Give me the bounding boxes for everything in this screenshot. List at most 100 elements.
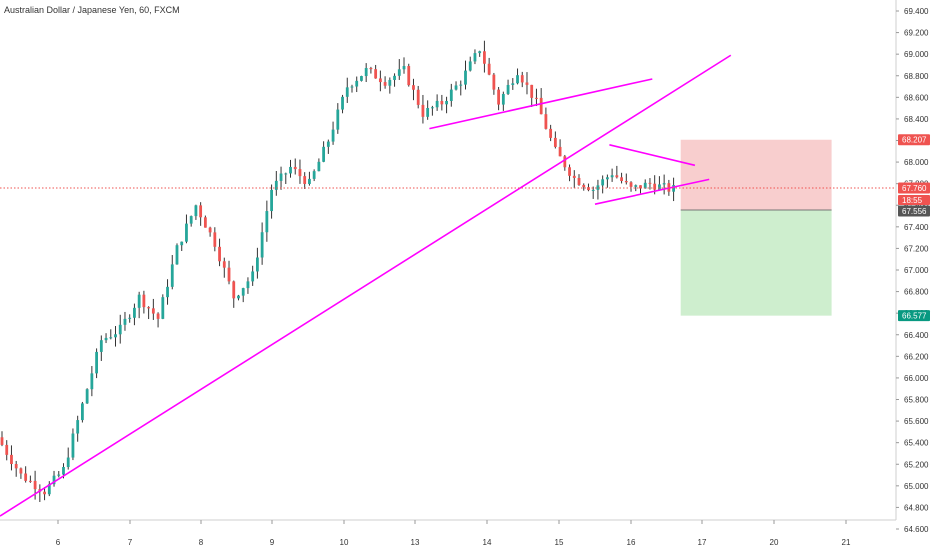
candle-body-47 <box>222 261 226 268</box>
candle-body-118 <box>558 146 562 157</box>
candle-111 <box>525 72 529 95</box>
y-tick-label-20: 68.600 <box>904 93 929 102</box>
candle-body-135 <box>639 185 642 189</box>
time-axis[interactable]: 6 7 8 9 10 13 14 15 16 17 20 21 <box>56 520 851 547</box>
candle-body-93 <box>440 100 444 105</box>
candle-10 <box>47 481 51 497</box>
candle-body-142 <box>672 185 675 192</box>
candle-body-9 <box>43 491 46 495</box>
candle-body-102 <box>483 51 486 64</box>
candle-103 <box>487 57 491 76</box>
candle-body-43 <box>203 217 207 228</box>
candle-18 <box>85 388 89 404</box>
candle-body-129 <box>610 175 614 178</box>
y-tick-label-4: 65.400 <box>904 439 929 448</box>
candle-body-22 <box>104 337 108 341</box>
trendline-pennant-bottom[interactable] <box>594 178 710 205</box>
candle-8 <box>38 484 42 502</box>
candle-body-39 <box>185 223 188 242</box>
candle-33 <box>156 312 160 328</box>
candle-5 <box>24 466 28 483</box>
candle-body-7 <box>33 480 37 490</box>
candle-body-100 <box>473 53 477 62</box>
candle-27 <box>128 314 132 323</box>
take-profit-zone[interactable] <box>680 209 832 316</box>
target-price-tag-text: 66.577 <box>902 312 927 321</box>
position-zones <box>680 139 832 316</box>
candle-50 <box>237 294 240 301</box>
candle-135 <box>639 185 642 194</box>
candle-body-19 <box>90 373 94 390</box>
candle-body-91 <box>430 107 434 109</box>
candle-14 <box>66 447 70 470</box>
entry-price-tag: 67.556 <box>898 205 930 217</box>
candle-96 <box>454 81 458 91</box>
candle-body-101 <box>478 51 482 54</box>
candle-51 <box>241 287 245 303</box>
candle-body-57 <box>270 189 273 212</box>
candle-120 <box>568 164 571 182</box>
x-tick-label-0: 6 <box>56 538 61 547</box>
candle-body-34 <box>161 297 165 319</box>
candle-122 <box>577 174 581 186</box>
candle-118 <box>558 139 562 157</box>
candle-55 <box>260 222 264 265</box>
candle-body-46 <box>218 246 221 262</box>
candle-38 <box>180 241 184 252</box>
candle-body-40 <box>189 216 193 224</box>
candle-body-80 <box>378 78 382 83</box>
candle-46 <box>218 238 221 267</box>
candle-140 <box>662 174 666 195</box>
candle-99 <box>468 56 472 72</box>
y-tick-label-0: 64.600 <box>904 525 929 534</box>
candle-128 <box>605 174 609 188</box>
x-tick-label-11: 21 <box>842 538 851 547</box>
price-axis[interactable]: 64.600 64.800 65.000 65.200 65.400 65.600 65.8… <box>896 7 929 534</box>
candle-4 <box>19 467 23 479</box>
candle-body-138 <box>653 183 657 190</box>
candle-26 <box>123 311 127 331</box>
candle-body-136 <box>643 182 647 189</box>
candle-body-133 <box>629 182 633 187</box>
candle-125 <box>591 186 595 199</box>
candle-body-20 <box>95 351 98 374</box>
candle-body-109 <box>516 75 519 84</box>
candle-body-123 <box>582 184 586 188</box>
candle-45 <box>213 227 217 252</box>
candle-47 <box>222 257 226 278</box>
candle-body-74 <box>350 86 354 88</box>
countdown-tag: 18:55 <box>898 194 930 205</box>
candle-84 <box>397 59 401 80</box>
y-tick-label-3: 65.200 <box>904 460 929 469</box>
candle-body-96 <box>454 85 458 90</box>
x-tick-label-6: 14 <box>483 538 492 547</box>
candle-114 <box>539 88 543 115</box>
candle-body-87 <box>412 85 415 90</box>
candle-21 <box>99 335 103 361</box>
trendline-long-term-support[interactable] <box>0 54 732 517</box>
trendline-channel-upper[interactable] <box>429 78 653 130</box>
candle-64 <box>303 172 307 190</box>
stop-loss-zone[interactable] <box>680 139 832 210</box>
trendline-pennant-top[interactable] <box>609 144 696 167</box>
candle-48 <box>227 260 231 285</box>
candle-body-69 <box>326 141 330 147</box>
candle-body-140 <box>662 183 666 185</box>
candle-body-111 <box>525 82 529 85</box>
candle-100 <box>473 49 477 65</box>
candle-22 <box>104 333 108 344</box>
candle-133 <box>629 181 633 192</box>
entry-price-tag-bg <box>898 205 930 217</box>
candle-1 <box>5 440 9 461</box>
candle-body-106 <box>501 93 505 105</box>
candle-65 <box>308 171 311 186</box>
candle-101 <box>478 50 482 57</box>
candle-104 <box>492 72 496 95</box>
candle-76 <box>360 75 363 82</box>
candle-136 <box>643 179 647 189</box>
candle-body-115 <box>544 114 548 129</box>
candle-body-81 <box>383 82 387 86</box>
candle-9 <box>43 487 46 501</box>
candle-body-90 <box>426 108 430 117</box>
